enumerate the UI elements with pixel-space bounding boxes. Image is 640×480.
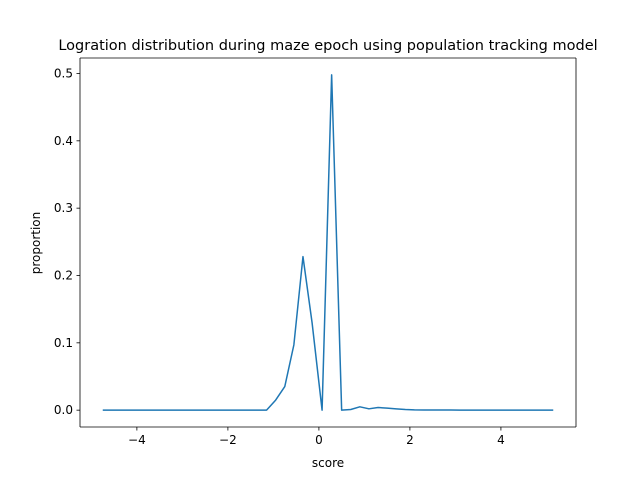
x-tick-label: 4 (497, 433, 505, 447)
plot-area (80, 58, 576, 427)
x-axis-label: score (312, 456, 344, 470)
y-tick-label: 0.0 (54, 403, 73, 417)
x-tick-label: 0 (315, 433, 323, 447)
series-layer (102, 74, 554, 411)
x-tick-label: 2 (406, 433, 414, 447)
y-axis-label: proportion (29, 212, 43, 275)
plot-frame (79, 57, 577, 428)
y-tick-label: 0.5 (54, 66, 73, 80)
y-tick-label: 0.3 (54, 201, 73, 215)
y-axis-ticks: 0.0 0.1 0.2 0.3 0.4 0.5 (54, 66, 80, 417)
y-tick-label: 0.1 (54, 336, 73, 350)
x-axis-ticks: −4 −2 0 2 4 (128, 427, 505, 447)
x-tick-label: −2 (219, 433, 237, 447)
chart-title: Logration distribution during maze epoch… (58, 38, 597, 54)
y-tick-label: 0.4 (54, 134, 73, 148)
series-line-0 (102, 74, 554, 411)
x-tick-label: −4 (128, 433, 146, 447)
y-tick-label: 0.2 (54, 268, 73, 282)
